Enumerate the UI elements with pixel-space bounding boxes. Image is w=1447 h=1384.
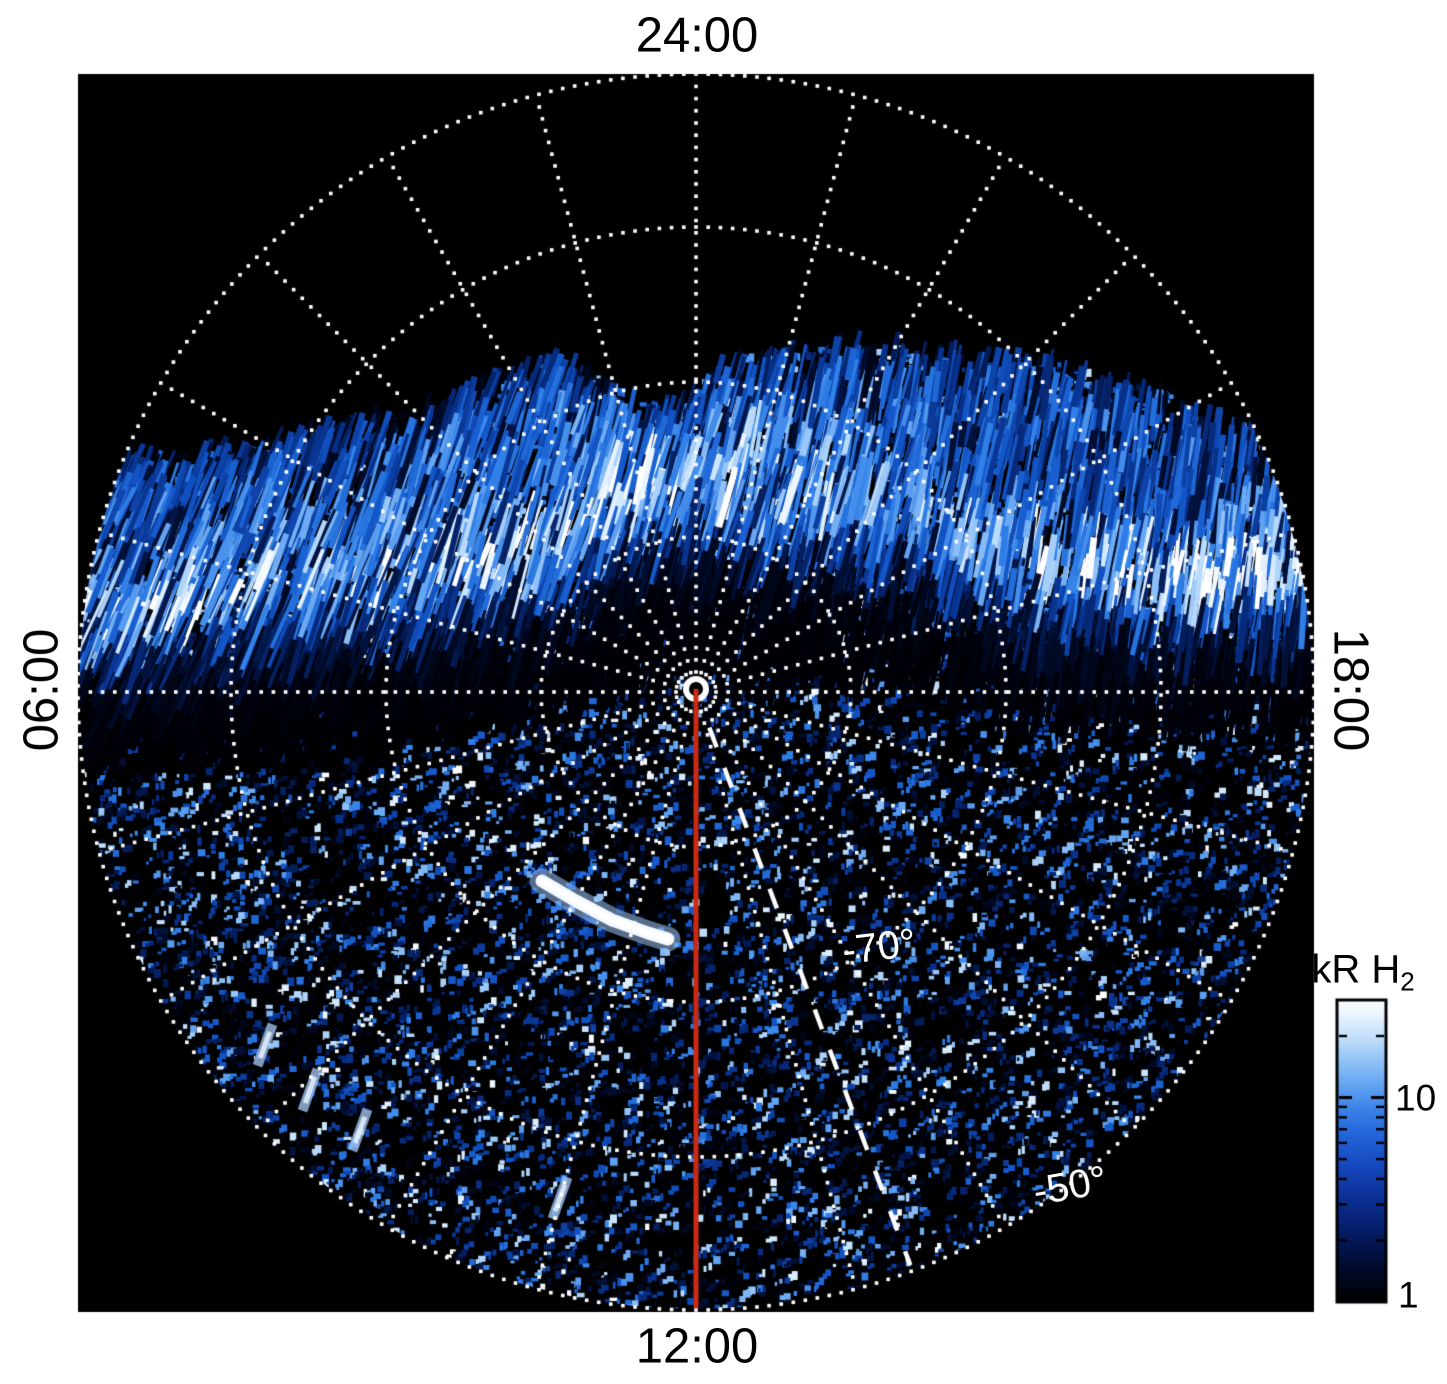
local-time-label-left: 06:00 bbox=[14, 628, 69, 752]
local-time-label-bottom: 12:00 bbox=[635, 1319, 759, 1374]
colorbar-title: kR H2 bbox=[1311, 950, 1414, 995]
local-time-label-right: 18:00 bbox=[1323, 628, 1378, 752]
colorbar-tick-label-1: 1 bbox=[1398, 1274, 1419, 1316]
colorbar-tick-label-10: 10 bbox=[1395, 1077, 1437, 1119]
colorbar-title-main: kR H bbox=[1311, 947, 1401, 992]
colorbar-title-subscript: 2 bbox=[1400, 966, 1415, 997]
local-time-label-top: 24:00 bbox=[635, 8, 759, 63]
latitude-label-70: -70° bbox=[839, 920, 919, 974]
